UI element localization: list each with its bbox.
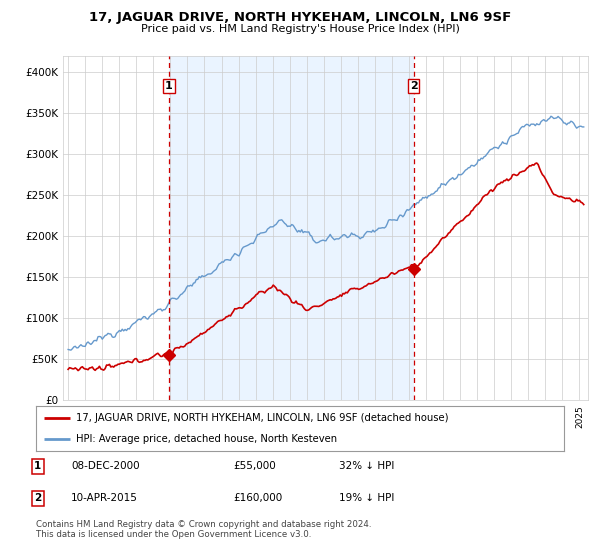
Text: 1: 1 bbox=[165, 81, 173, 91]
Text: 19% ↓ HPI: 19% ↓ HPI bbox=[338, 493, 394, 503]
Text: HPI: Average price, detached house, North Kesteven: HPI: Average price, detached house, Nort… bbox=[76, 433, 337, 444]
Text: £160,000: £160,000 bbox=[234, 493, 283, 503]
Text: 1: 1 bbox=[34, 461, 41, 472]
Text: £55,000: £55,000 bbox=[234, 461, 277, 472]
Text: 08-DEC-2000: 08-DEC-2000 bbox=[71, 461, 140, 472]
Text: Price paid vs. HM Land Registry's House Price Index (HPI): Price paid vs. HM Land Registry's House … bbox=[140, 24, 460, 34]
Text: 17, JAGUAR DRIVE, NORTH HYKEHAM, LINCOLN, LN6 9SF (detached house): 17, JAGUAR DRIVE, NORTH HYKEHAM, LINCOLN… bbox=[76, 413, 448, 423]
Text: 2: 2 bbox=[410, 81, 418, 91]
Text: 17, JAGUAR DRIVE, NORTH HYKEHAM, LINCOLN, LN6 9SF: 17, JAGUAR DRIVE, NORTH HYKEHAM, LINCOLN… bbox=[89, 11, 511, 24]
Text: 2: 2 bbox=[34, 493, 41, 503]
Text: 10-APR-2015: 10-APR-2015 bbox=[71, 493, 138, 503]
Text: Contains HM Land Registry data © Crown copyright and database right 2024.
This d: Contains HM Land Registry data © Crown c… bbox=[36, 520, 371, 539]
Bar bbox=[169, 56, 413, 400]
Text: 32% ↓ HPI: 32% ↓ HPI bbox=[338, 461, 394, 472]
